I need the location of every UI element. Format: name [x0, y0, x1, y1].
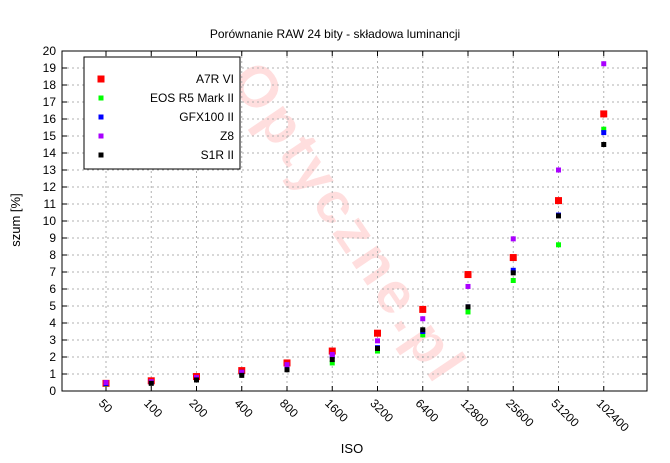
point-s1r-ii [465, 304, 471, 310]
y-tick-label: 16 [43, 112, 57, 126]
y-tick-label: 19 [43, 61, 57, 75]
y-tick-label: 17 [43, 95, 57, 109]
chart-title: Porównanie RAW 24 bity - składowa lumina… [210, 27, 460, 41]
point-z8 [103, 380, 109, 385]
point-a7r-vi [600, 110, 608, 118]
point-a7r-vi [509, 254, 517, 262]
legend-marker [98, 114, 104, 120]
point-z8 [194, 374, 199, 380]
point-eos-r5-mark-ii [329, 360, 335, 366]
point-eos-r5-mark-ii [465, 309, 471, 315]
point-s1r-ii [556, 213, 561, 219]
point-eos-r5-mark-ii [601, 126, 607, 132]
point-a7r-vi [374, 329, 381, 337]
point-eos-r5-mark-ii [556, 242, 561, 248]
legend-box [83, 56, 241, 170]
y-tick-label: 4 [49, 316, 56, 330]
point-eos-r5-mark-ii [510, 278, 516, 283]
plot-frame [61, 50, 648, 392]
y-tick-label: 6 [49, 282, 56, 296]
point-z8 [239, 369, 245, 375]
legend-label: Z8 [220, 129, 234, 143]
point-s1r-ii [510, 270, 516, 276]
legend-marker [98, 133, 104, 139]
point-eos-r5-mark-ii [420, 332, 426, 338]
y-tick-label: 20 [43, 44, 57, 58]
point-z8 [465, 283, 471, 289]
point-gfx100-ii [510, 267, 516, 273]
point-s1r-ii [239, 372, 245, 378]
legend-label: S1R II [201, 148, 234, 162]
y-tick-label: 2 [49, 350, 56, 364]
legend: A7R VI EOS R5 Mark II GFX100 II Z8 S1R II [83, 56, 241, 170]
point-z8 [510, 236, 516, 242]
y-tick-label: 18 [43, 78, 57, 92]
point-a7r-vi [419, 305, 427, 313]
point-a7r-vi [328, 347, 336, 355]
y-tick-label: 12 [43, 180, 57, 194]
grid [62, 51, 647, 391]
x-axis-label: ISO [341, 441, 363, 456]
point-a7r-vi [464, 271, 472, 279]
y-tick-label: 8 [49, 248, 56, 262]
y-tick-label: 14 [43, 146, 57, 160]
point-gfx100-ii [601, 130, 607, 136]
point-s1r-ii [284, 367, 290, 373]
legend-marker [98, 95, 104, 101]
data-points [102, 61, 608, 387]
point-s1r-ii [375, 346, 380, 351]
legend-marker [97, 75, 105, 83]
y-tick-label: 0 [49, 384, 56, 398]
point-z8 [284, 362, 290, 368]
point-s1r-ii [148, 380, 154, 386]
point-z8 [601, 61, 607, 67]
y-tick-label: 11 [44, 197, 57, 211]
legend-label: A7R VI [196, 72, 234, 86]
y-tick-label: 9 [49, 231, 56, 245]
point-eos-r5-mark-ii [375, 348, 380, 354]
point-z8 [329, 351, 335, 357]
point-s1r-ii [329, 357, 335, 363]
y-tick-label: 3 [49, 333, 56, 347]
legend-label: EOS R5 Mark II [150, 91, 234, 105]
point-z8 [420, 316, 426, 322]
y-tick-label: 7 [49, 265, 56, 279]
point-s1r-ii [420, 327, 426, 333]
point-s1r-ii [194, 377, 199, 383]
y-tick-label: 5 [49, 299, 56, 313]
point-a7r-vi [555, 197, 562, 205]
y-tick-label: 1 [49, 367, 56, 381]
point-s1r-ii [601, 142, 607, 147]
y-tick-label: 10 [43, 214, 57, 228]
y-tick-label: 13 [43, 163, 57, 177]
y-tick-label: 15 [43, 129, 57, 143]
point-z8 [375, 338, 380, 344]
y-axis-label: szum [%] [8, 193, 23, 246]
legend-label: GFX100 II [179, 110, 234, 124]
legend-marker [98, 152, 104, 158]
point-z8 [556, 167, 561, 173]
